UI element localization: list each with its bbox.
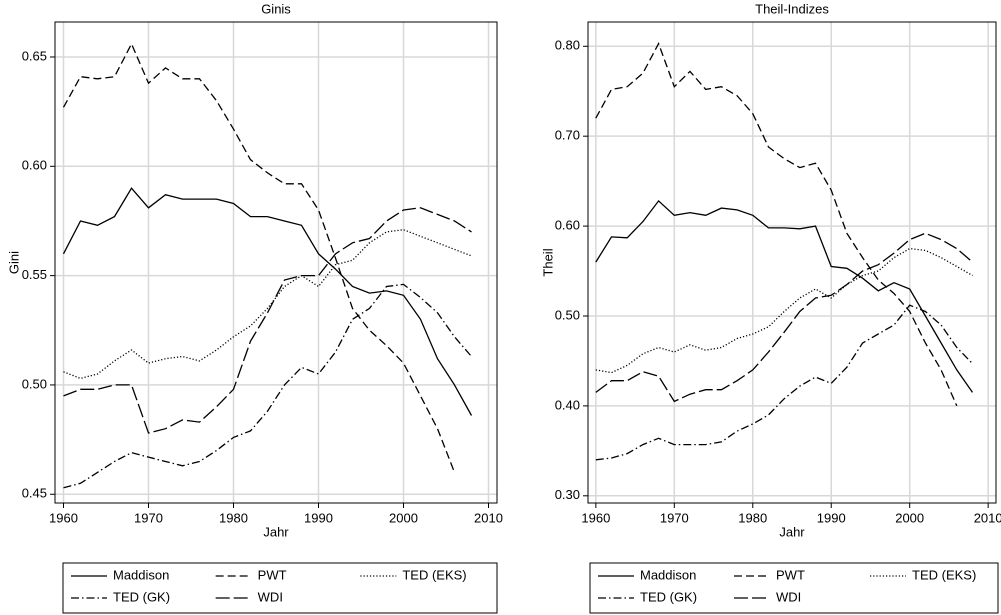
y-tick-label: 0.70 bbox=[555, 128, 580, 143]
chart-title: Theil-Indizes bbox=[755, 1, 829, 16]
x-tick-label: 1980 bbox=[219, 510, 248, 525]
y-tick-label: 0.40 bbox=[555, 397, 580, 412]
x-tick-label: 2010 bbox=[974, 510, 1001, 525]
y-tick-label: 0.55 bbox=[22, 267, 47, 282]
y-axis-label: Gini bbox=[6, 251, 21, 274]
x-tick-label: 2000 bbox=[895, 510, 924, 525]
series-line bbox=[595, 304, 973, 461]
y-tick-label: 0.60 bbox=[22, 158, 47, 173]
legend-box bbox=[62, 562, 498, 614]
y-tick-label: 0.65 bbox=[22, 48, 47, 63]
plot-frame bbox=[54, 21, 498, 504]
x-axis-label: Jahr bbox=[263, 524, 289, 539]
y-tick-label: 0.50 bbox=[555, 307, 580, 322]
x-tick-label: 1990 bbox=[304, 510, 333, 525]
x-tick-label: 2000 bbox=[389, 510, 418, 525]
legend-label: TED (EKS) bbox=[402, 567, 466, 582]
legend-label: PWT bbox=[258, 567, 287, 582]
y-tick-label: 0.50 bbox=[22, 376, 47, 391]
series-line bbox=[63, 229, 472, 380]
legend-label: TED (GK) bbox=[113, 589, 170, 604]
legend-label: WDI bbox=[776, 589, 801, 604]
y-tick-label: 0.80 bbox=[555, 38, 580, 53]
x-tick-label: 1980 bbox=[738, 510, 767, 525]
x-axis-label: Jahr bbox=[779, 524, 805, 539]
x-tick-label: 2010 bbox=[474, 510, 503, 525]
series-line bbox=[62, 187, 473, 416]
legend-label: TED (GK) bbox=[640, 589, 697, 604]
series-line bbox=[595, 247, 973, 374]
series-line bbox=[595, 232, 973, 403]
plot-frame bbox=[587, 21, 997, 504]
legend-label: PWT bbox=[776, 567, 805, 582]
series-line bbox=[63, 283, 472, 489]
y-tick-label: 0.45 bbox=[22, 486, 47, 501]
y-tick-label: 0.60 bbox=[555, 218, 580, 233]
series-line bbox=[63, 207, 472, 434]
y-axis-label: Theil bbox=[540, 248, 555, 276]
x-tick-label: 1960 bbox=[49, 510, 78, 525]
series-line bbox=[62, 42, 456, 473]
legend-label: WDI bbox=[258, 589, 283, 604]
legend-label: Maddison bbox=[113, 567, 169, 582]
x-tick-label: 1970 bbox=[660, 510, 689, 525]
legend-box bbox=[589, 562, 999, 614]
x-tick-label: 1970 bbox=[134, 510, 163, 525]
series-line bbox=[595, 199, 974, 393]
legend-label: Maddison bbox=[640, 567, 696, 582]
chart-title: Ginis bbox=[261, 1, 291, 16]
x-tick-label: 1960 bbox=[581, 510, 610, 525]
y-tick-label: 0.30 bbox=[555, 487, 580, 502]
legend-label: TED (EKS) bbox=[912, 567, 976, 582]
series-line bbox=[595, 42, 958, 407]
x-tick-label: 1990 bbox=[817, 510, 846, 525]
